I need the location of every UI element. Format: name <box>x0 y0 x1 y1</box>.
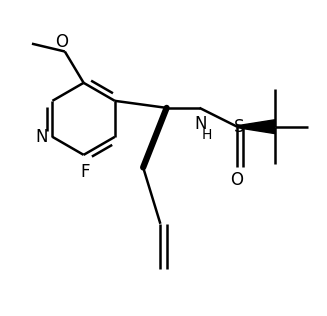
Text: O: O <box>231 171 244 189</box>
Text: N: N <box>35 128 48 146</box>
Text: N: N <box>195 114 207 132</box>
Text: O: O <box>55 33 68 51</box>
Text: F: F <box>80 163 90 181</box>
Text: H: H <box>201 128 212 142</box>
Text: S: S <box>233 118 244 136</box>
Polygon shape <box>237 120 275 134</box>
